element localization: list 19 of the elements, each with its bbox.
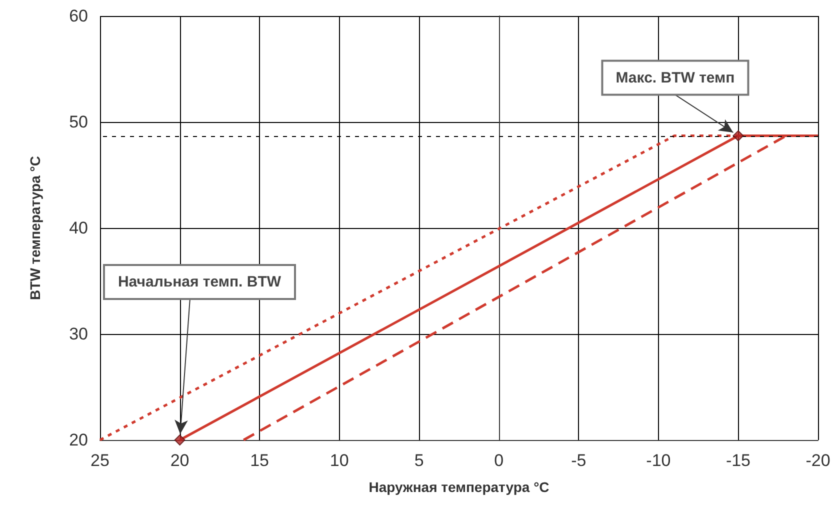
x-tick-label: 5 (414, 451, 424, 470)
x-tick-label: -10 (646, 451, 671, 470)
y-axis-title: BTW температура °C (27, 156, 43, 300)
x-axis-title: Наружная температура °C (368, 479, 550, 495)
x-tick-label: 15 (250, 451, 270, 470)
y-tick-label: 40 (69, 218, 88, 238)
x-tick-label: 0 (494, 451, 504, 470)
annotation: Начальная темп. BTW (118, 274, 282, 290)
x-tick-label: 10 (330, 451, 349, 470)
y-tick-label: 60 (69, 6, 88, 26)
y-tick-label: 20 (69, 430, 88, 450)
x-tick-label: -20 (806, 451, 830, 470)
y-tick-label: 30 (69, 324, 88, 344)
y-tick-label: 50 (69, 112, 88, 132)
x-tick-label: -15 (726, 451, 751, 470)
x-tick-label: 25 (90, 451, 110, 470)
x-tick-label: -5 (571, 451, 586, 470)
x-tick-label: 20 (170, 451, 190, 470)
annotation: Макс. BTW темп (616, 69, 735, 86)
